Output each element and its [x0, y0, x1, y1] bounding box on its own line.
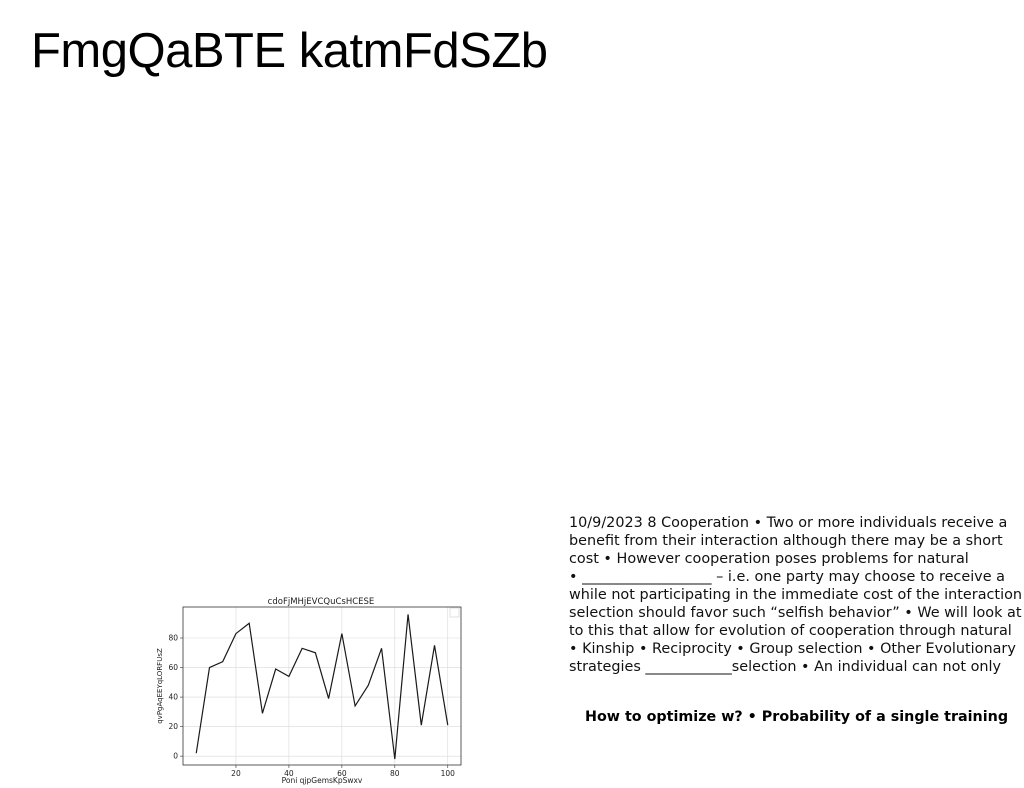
text-line: 10/9/2023 8 Cooperation • Two or more in…: [569, 515, 1008, 531]
text-line: selection should favor such “selfish beh…: [569, 605, 1022, 621]
text-line: • __________________ – i.e. one party ma…: [569, 569, 1005, 585]
bold-caption: How to optimize w? • Probability of a si…: [585, 709, 1009, 725]
chart-series: [195, 614, 449, 760]
text-line: benefit from their interaction although …: [569, 533, 1003, 549]
y-tick-label: 20: [168, 722, 178, 731]
plot-frame: [182, 606, 462, 766]
y-tick-label: 60: [168, 663, 178, 672]
text-line: to this that allow for evolution of coop…: [569, 623, 1012, 639]
text-line: strategies ____________selection • An in…: [569, 659, 1002, 675]
x-tick-label: 100: [441, 769, 456, 778]
x-tick-label: 80: [390, 769, 400, 778]
y-tick-label: 80: [168, 634, 178, 643]
page-title: FmgQaBTE katmFdSZb: [31, 24, 548, 78]
text-line: while not participating in the immediate…: [569, 587, 1024, 603]
x-axis-label: Poni qjpGemsKpSwxv: [282, 776, 363, 785]
chart-grid: [183, 607, 461, 765]
series-line: [195, 614, 449, 760]
chart-ticks: 20 40 60 80 100 0 20 40 60 80: [168, 634, 455, 778]
body-text: 10/9/2023 8 Cooperation • Two or more in…: [569, 514, 1024, 676]
x-tick-label: 60: [337, 769, 347, 778]
legend-box: [449, 607, 460, 618]
line-chart: cdoFjMHjEVCQuCsHCESE 20 40 60 80 100 0 20 40 60 8…: [150, 592, 470, 786]
y-tick-label: 40: [168, 693, 178, 702]
chart-title: cdoFjMHjEVCQuCsHCESE: [268, 597, 375, 607]
chart-svg: cdoFjMHjEVCQuCsHCESE 20 40 60 80 100 0 20 40 60 8…: [156, 597, 462, 785]
x-tick-label: 40: [284, 769, 294, 778]
y-tick-label: 0: [173, 752, 178, 761]
x-tick-label: 20: [231, 769, 241, 778]
text-line: • Kinship • Reciprocity • Group selectio…: [569, 641, 1016, 657]
y-axis-label: qvPgAqEEYqLORFUsZ: [156, 648, 164, 724]
text-line: cost • However cooperation poses problem…: [569, 551, 969, 567]
